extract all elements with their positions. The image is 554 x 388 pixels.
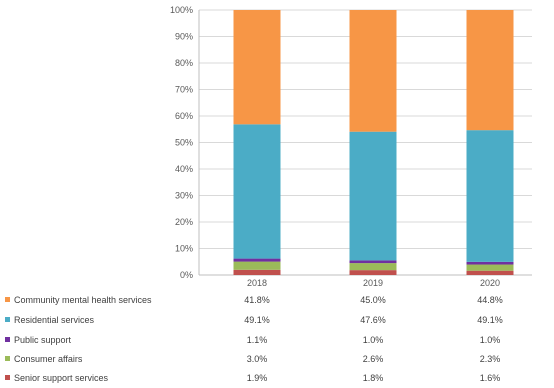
bar-segment-residential-services	[466, 130, 514, 262]
y-axis-tick-labels: 0% 10% 20% 30% 40% 50% 60% 70% 80% 90% 100%	[170, 5, 193, 280]
data-table-value: 47.6%	[360, 315, 386, 325]
legend-swatch	[5, 356, 10, 361]
data-table-value: 1.0%	[363, 335, 384, 345]
bar-segments	[233, 10, 514, 275]
bar-segment-community-mental-health-services	[233, 10, 281, 125]
y-tick-label: 50%	[175, 138, 193, 148]
bar-segment-public-support	[466, 261, 514, 265]
bar-segment-senior-support-services	[349, 270, 397, 275]
y-tick-label: 20%	[175, 217, 193, 227]
y-tick-label: 80%	[175, 58, 193, 68]
legend-series-name: Senior support services	[14, 373, 109, 383]
legend-series-name: Public support	[14, 335, 72, 345]
data-table-value: 3.0%	[247, 354, 268, 364]
legend-swatch	[5, 337, 10, 342]
data-table-value: 1.1%	[247, 335, 268, 345]
data-table-value: 49.1%	[244, 315, 270, 325]
category-label: 2020	[480, 278, 500, 288]
bar-segment-community-mental-health-services	[466, 10, 514, 131]
data-table-value: 49.1%	[477, 315, 503, 325]
y-tick-label: 90%	[175, 32, 193, 42]
bar-segment-public-support	[233, 258, 281, 262]
data-table-value: 1.0%	[480, 335, 501, 345]
bar-segment-consumer-affairs	[349, 263, 397, 271]
data-table-value: 1.8%	[363, 373, 384, 383]
legend-series-name: Residential services	[14, 315, 95, 325]
category-label: 2018	[247, 278, 267, 288]
bar-segment-senior-support-services	[233, 269, 281, 275]
bar-segment-residential-services	[233, 124, 281, 259]
legend-series-name: Consumer affairs	[14, 354, 83, 364]
category-label: 2019	[363, 278, 383, 288]
bar-segment-community-mental-health-services	[349, 10, 397, 132]
bar-segment-consumer-affairs	[233, 261, 281, 270]
x-axis-category-labels: 2018 2019 2020	[247, 278, 500, 288]
y-tick-label: 70%	[175, 85, 193, 95]
legend-swatch	[5, 317, 10, 322]
y-tick-label: 40%	[175, 164, 193, 174]
bar-segment-public-support	[349, 260, 397, 264]
data-table-value: 2.3%	[480, 354, 501, 364]
y-tick-label: 30%	[175, 191, 193, 201]
data-table-value: 45.0%	[360, 295, 386, 305]
y-tick-label: 10%	[175, 244, 193, 254]
y-tick-label: 0%	[180, 270, 193, 280]
legend-swatch	[5, 375, 10, 380]
bar-segment-residential-services	[349, 131, 397, 261]
y-tick-label: 100%	[170, 5, 193, 15]
data-table-value: 41.8%	[244, 295, 270, 305]
data-table-value: 44.8%	[477, 295, 503, 305]
y-tick-label: 60%	[175, 111, 193, 121]
legend-series-name: Community mental health services	[14, 295, 152, 305]
bar-segment-senior-support-services	[466, 270, 514, 275]
data-table-value: 1.6%	[480, 373, 501, 383]
bar-segment-consumer-affairs	[466, 264, 514, 271]
data-table: Community mental health services 41.8% 45.…	[5, 295, 503, 383]
data-table-value: 1.9%	[247, 373, 268, 383]
data-table-value: 2.6%	[363, 354, 384, 364]
legend-swatch	[5, 297, 10, 302]
